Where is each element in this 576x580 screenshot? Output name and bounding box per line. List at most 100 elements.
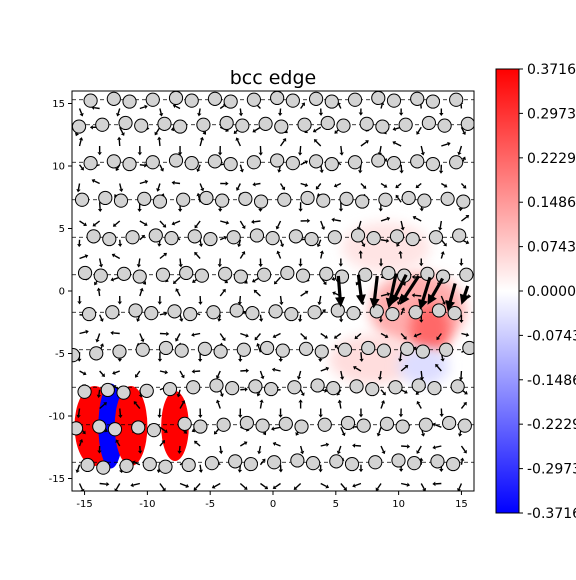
field-arrow	[381, 240, 386, 241]
atom	[345, 457, 358, 470]
atom	[185, 157, 198, 170]
atom	[119, 116, 132, 129]
atom	[422, 116, 435, 129]
atom	[187, 381, 200, 394]
y-tick-label: 10	[52, 162, 65, 173]
atom	[461, 117, 474, 130]
atom	[133, 270, 146, 283]
atom	[447, 457, 460, 470]
atom	[96, 118, 109, 131]
atom	[265, 382, 278, 395]
y-tick-label: 5	[59, 224, 65, 235]
atom	[135, 119, 148, 132]
atom	[146, 156, 159, 169]
atom	[341, 416, 354, 429]
atom	[438, 119, 451, 132]
atom	[331, 304, 344, 317]
atom	[198, 342, 211, 355]
field-arrow	[240, 296, 241, 302]
atom	[175, 344, 188, 357]
atom	[448, 307, 461, 320]
atom	[338, 343, 351, 356]
atom	[432, 304, 445, 317]
atom	[219, 267, 232, 280]
atom	[411, 92, 424, 105]
x-tick-label: 10	[392, 499, 405, 510]
atom	[281, 266, 294, 279]
atom	[460, 268, 473, 281]
atom	[421, 267, 434, 280]
atom	[224, 95, 237, 108]
atom	[93, 420, 106, 433]
colorbar-tick-label: -0.0743	[527, 328, 576, 344]
atom	[348, 93, 361, 106]
field-arrow	[254, 221, 260, 222]
atom	[230, 304, 243, 317]
atom	[372, 91, 385, 104]
atom	[268, 456, 281, 469]
atom	[305, 232, 318, 245]
atom	[237, 343, 250, 356]
atom	[275, 120, 288, 133]
atom	[376, 120, 389, 133]
colorbar-tick-label: 0.3716	[527, 62, 576, 78]
atom	[286, 94, 299, 107]
atom	[143, 457, 156, 470]
atom	[440, 343, 453, 356]
atom	[362, 341, 375, 354]
atom	[320, 267, 333, 280]
y-tick-label: 15	[52, 99, 65, 110]
field-arrow	[99, 291, 100, 296]
atom	[357, 419, 370, 432]
atom	[177, 193, 190, 206]
atom	[419, 418, 432, 431]
atom	[240, 416, 253, 429]
atom	[260, 341, 273, 354]
atom	[195, 269, 208, 282]
atom	[266, 232, 279, 245]
atom	[90, 347, 103, 360]
atom	[123, 95, 136, 108]
atom	[271, 91, 284, 104]
field-arrow	[341, 146, 342, 153]
atom	[220, 116, 233, 129]
atom	[82, 307, 95, 320]
atom	[457, 195, 470, 208]
atom	[87, 230, 100, 243]
colorbar-tick-label: 0.1486	[527, 195, 576, 211]
atom	[360, 117, 373, 130]
field-arrow	[175, 183, 181, 184]
atom	[182, 458, 195, 471]
atom	[126, 231, 139, 244]
atom	[387, 157, 400, 170]
atom	[257, 268, 270, 281]
atom	[458, 419, 471, 432]
atom	[256, 419, 269, 432]
atom	[325, 95, 338, 108]
atom	[178, 417, 191, 430]
atom	[276, 344, 289, 357]
atom	[450, 93, 463, 106]
atom	[163, 382, 176, 395]
field-arrow	[220, 446, 221, 451]
atom	[227, 231, 240, 244]
x-tick-label: -10	[139, 499, 155, 510]
atom	[138, 192, 151, 205]
atom	[246, 307, 259, 320]
x-tick-label: 0	[270, 499, 276, 510]
atom	[244, 457, 257, 470]
chart-title: bcc edge	[230, 67, 317, 89]
y-tick-label: -10	[49, 412, 65, 423]
field-arrow	[180, 259, 181, 265]
atom	[165, 232, 178, 245]
colorbar-tick-label: -0.3716	[527, 506, 576, 522]
atom	[418, 194, 431, 207]
x-tick-label: 15	[455, 499, 468, 510]
atom	[330, 455, 343, 468]
field-arrow	[461, 461, 462, 465]
field-arrow	[300, 146, 301, 153]
atom	[197, 118, 210, 131]
atom	[200, 191, 213, 204]
atom	[129, 304, 142, 317]
